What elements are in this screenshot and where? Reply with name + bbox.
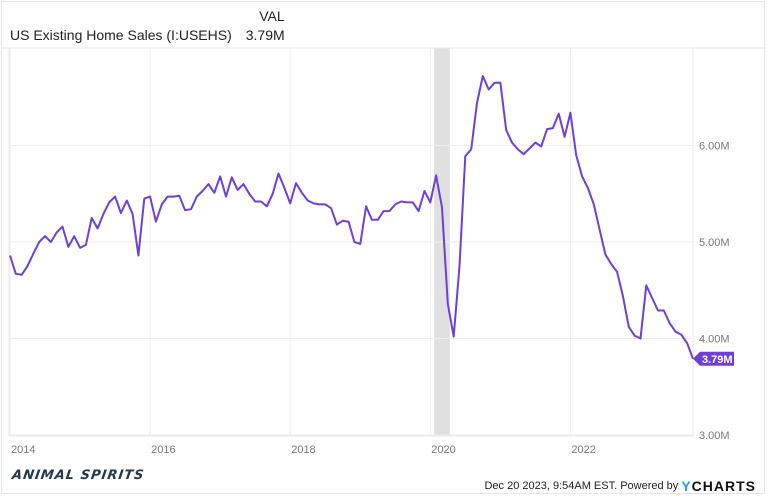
current-value: 3.79M xyxy=(245,27,285,43)
series-name[interactable]: US Existing Home Sales (I:USEHS) xyxy=(10,27,232,43)
last-value-label: 3.79M xyxy=(702,354,733,366)
animal-spirits-logo: ANIMAL SPIRITS xyxy=(10,468,146,483)
x-tick-label: 2018 xyxy=(291,444,315,456)
x-tick-label: 2014 xyxy=(11,444,35,456)
series-line xyxy=(9,75,694,360)
y-tick-label: 5.00M xyxy=(699,237,730,249)
value-column-header: VAL xyxy=(259,8,285,24)
x-tick-label: 2022 xyxy=(571,444,595,456)
y-tick-label: 3.00M xyxy=(699,430,730,442)
last-value-tag xyxy=(693,351,734,366)
y-tick-label: 4.00M xyxy=(699,334,730,346)
x-tick-label: 2016 xyxy=(151,444,175,456)
ycharts-logo[interactable]: YCHARTS xyxy=(681,478,756,494)
timestamp: Dec 20 2023, 9:54AM EST. Powered by xyxy=(484,480,679,492)
legend-header: VAL US Existing Home Sales (I:USEHS) 3.7… xyxy=(10,8,285,44)
plot-frame xyxy=(8,47,694,437)
footer-attribution: Dec 20 2023, 9:54AM EST. Powered by YCHA… xyxy=(484,478,756,494)
x-tick-label: 2020 xyxy=(431,444,455,456)
y-tick-label: 6.00M xyxy=(699,141,730,153)
